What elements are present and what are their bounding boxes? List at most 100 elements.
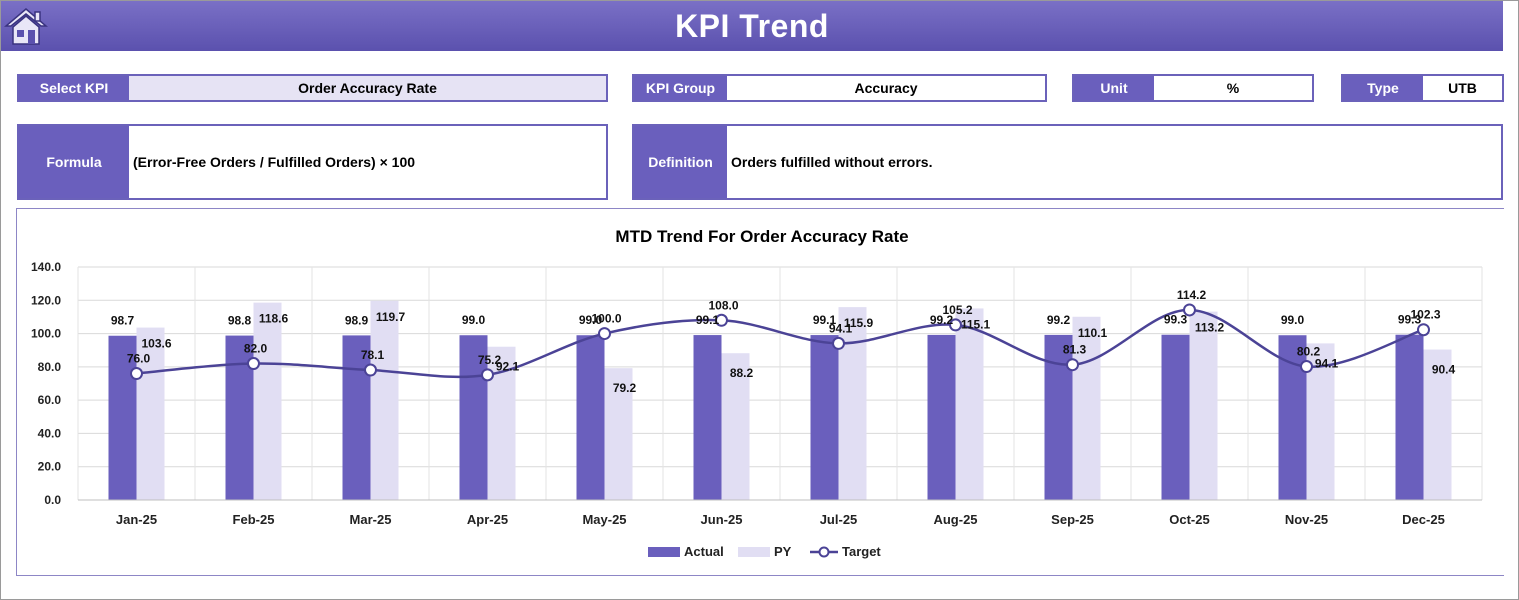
x-tick-label: Dec-25 — [1402, 512, 1445, 527]
target-marker — [832, 336, 845, 350]
x-tick-label: Sep-25 — [1051, 512, 1094, 527]
data-label-actual: 99.2 — [1047, 313, 1071, 327]
target-marker — [1417, 323, 1430, 337]
chart-container: MTD Trend For Order Accuracy Rate 0.0 20.… — [16, 208, 1504, 576]
data-label-target: 114.2 — [1177, 288, 1207, 302]
data-label-actual: 98.9 — [345, 313, 369, 327]
data-label-py: 92.1 — [496, 360, 520, 374]
data-label-actual: 99.2 — [930, 313, 954, 327]
x-tick-label: Jan-25 — [116, 512, 157, 527]
type-field: Type UTB — [1341, 74, 1504, 102]
x-tick-label: Jul-25 — [820, 512, 858, 527]
data-label-py: 94.1 — [1315, 356, 1339, 370]
select-kpi-label: Select KPI — [19, 76, 129, 100]
data-label-actual: 99.1 — [696, 313, 720, 327]
data-label-py: 118.6 — [259, 312, 289, 326]
kpi-group-field: KPI Group Accuracy — [632, 74, 1047, 102]
y-tick-label: 80.0 — [38, 360, 62, 374]
bar-actual — [693, 335, 722, 500]
y-tick-label: 40.0 — [38, 426, 62, 440]
x-tick-label: May-25 — [582, 512, 626, 527]
bar-py — [370, 300, 399, 500]
legend-py-swatch — [738, 547, 770, 557]
y-tick-label: 0.0 — [44, 493, 61, 507]
data-label-target: 105.2 — [942, 303, 972, 317]
data-label-actual: 99.0 — [579, 313, 603, 327]
bar-actual — [1161, 334, 1190, 500]
chart-title: MTD Trend For Order Accuracy Rate — [615, 227, 908, 246]
type-value: UTB — [1423, 76, 1502, 100]
data-label-target: 81.3 — [1063, 343, 1087, 357]
y-tick-label: 60.0 — [38, 393, 62, 407]
bar-actual — [576, 335, 605, 500]
target-marker — [598, 327, 611, 341]
chart-legend: Actual PY Target — [648, 544, 881, 559]
data-label-target: 75.2 — [478, 353, 502, 367]
target-marker — [1300, 360, 1313, 374]
target-marker — [364, 363, 377, 377]
data-label-py: 103.6 — [141, 337, 171, 351]
data-label-actual: 98.8 — [228, 314, 252, 328]
y-tick-label: 140.0 — [31, 260, 61, 274]
bar-actual — [1395, 334, 1424, 500]
y-tick-label: 120.0 — [31, 293, 61, 307]
x-tick-label: Apr-25 — [467, 512, 508, 527]
data-label-py: 115.9 — [844, 316, 874, 330]
bar-py — [1423, 349, 1452, 500]
bar-actual — [108, 335, 137, 500]
home-icon — [3, 8, 49, 45]
target-marker — [481, 368, 494, 382]
bar-py — [721, 353, 750, 500]
data-label-actual: 98.7 — [111, 314, 135, 328]
data-label-target: 108.0 — [708, 298, 738, 312]
data-label-py: 115.1 — [961, 317, 991, 331]
target-marker — [130, 367, 143, 381]
definition-value: Orders fulfilled without errors. — [727, 126, 1501, 198]
unit-value: % — [1154, 76, 1312, 100]
x-tick-label: Mar-25 — [350, 512, 392, 527]
target-marker — [1066, 358, 1079, 372]
legend-target-marker — [818, 546, 830, 558]
bar-py — [136, 327, 165, 500]
data-label-target: 100.0 — [591, 312, 621, 326]
legend-actual-swatch — [648, 547, 680, 557]
data-label-target: 94.1 — [829, 321, 853, 335]
target-marker — [715, 313, 728, 327]
bar-py — [604, 368, 633, 500]
x-tick-label: Jun-25 — [701, 512, 743, 527]
data-label-actual: 99.0 — [462, 313, 486, 327]
bar-actual — [459, 335, 488, 500]
data-label-target: 76.0 — [127, 352, 151, 366]
legend-target-label: Target — [842, 544, 881, 559]
data-label-py: 113.2 — [1195, 321, 1225, 335]
formula-label: Formula — [19, 126, 129, 198]
unit-label: Unit — [1074, 76, 1154, 100]
data-label-target: 82.0 — [244, 342, 268, 356]
x-tick-label: Aug-25 — [933, 512, 977, 527]
data-label-actual: 99.3 — [1164, 313, 1188, 327]
y-tick-label: 100.0 — [31, 327, 61, 341]
bar-actual — [810, 335, 839, 500]
x-tick-label: Feb-25 — [233, 512, 275, 527]
bar-actual — [342, 335, 371, 500]
bar-py — [955, 308, 984, 500]
data-label-actual: 99.1 — [813, 313, 837, 327]
select-kpi-dropdown[interactable]: Order Accuracy Rate — [129, 76, 606, 100]
home-button[interactable] — [3, 6, 49, 46]
target-marker — [247, 357, 260, 371]
x-tick-label: Nov-25 — [1285, 512, 1328, 527]
data-label-py: 90.4 — [1432, 363, 1456, 377]
data-label-py: 119.7 — [376, 310, 406, 324]
definition-field: Definition Orders fulfilled without erro… — [632, 124, 1503, 200]
data-label-target: 102.3 — [1410, 308, 1440, 322]
kpi-trend-chart: MTD Trend For Order Accuracy Rate 0.0 20.… — [31, 227, 1483, 559]
formula-field: Formula (Error-Free Orders / Fulfilled O… — [17, 124, 608, 200]
data-label-actual: 99.3 — [1398, 313, 1422, 327]
bar-py — [1189, 311, 1218, 500]
page-title: KPI Trend — [675, 7, 829, 44]
data-label-py: 110.1 — [1078, 326, 1108, 340]
target-marker — [949, 318, 962, 332]
definition-label: Definition — [634, 126, 727, 198]
data-label-py: 79.2 — [613, 381, 637, 395]
select-kpi-field: Select KPI Order Accuracy Rate — [17, 74, 608, 102]
